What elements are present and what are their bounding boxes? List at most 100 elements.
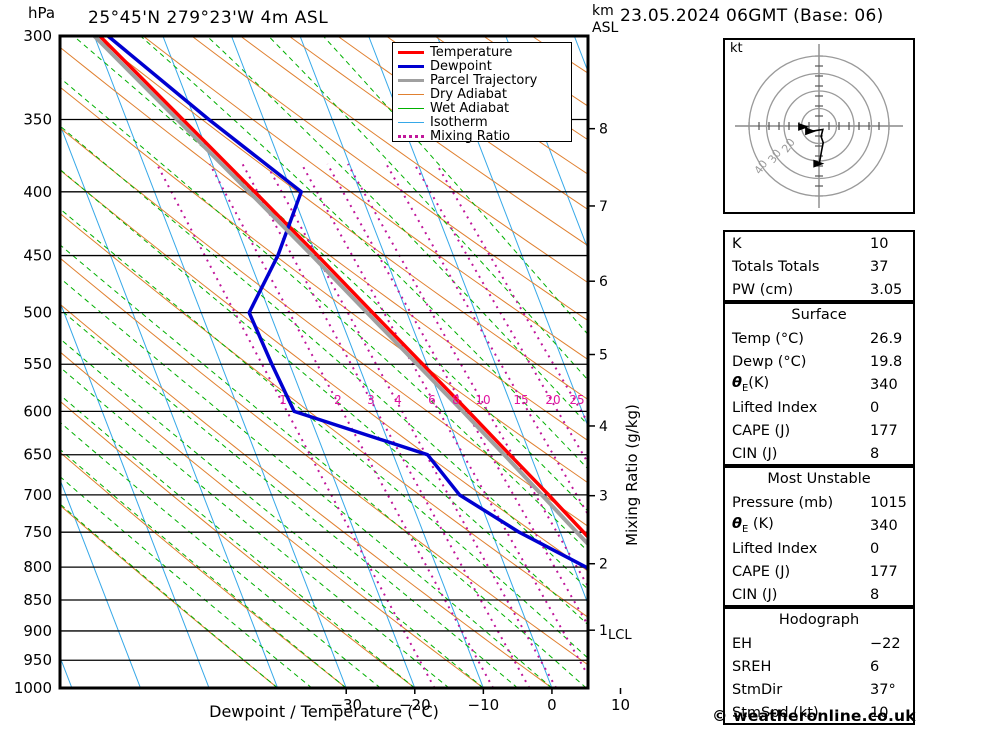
mixing-ratio-value-label: 15: [513, 393, 528, 407]
stat-value: 37: [870, 258, 889, 275]
stat-value: 0: [870, 540, 880, 557]
stat-value: 10: [870, 704, 889, 721]
panel-heading: Surface: [791, 307, 847, 323]
pressure-tick-label: 550: [23, 355, 52, 373]
station-title: 25°45'N 279°23'W 4m ASL: [88, 8, 329, 28]
skewt-diagram: −30−20−10010203040 300350400450500550600…: [14, 27, 641, 721]
legend-box: Temperature Dewpoint Parcel Trajectory Dry …: [392, 42, 572, 143]
stat-row: StmDir 37°: [725, 678, 913, 701]
height-tick-label: 7: [599, 199, 608, 215]
pressure-unit-label: hPa: [28, 4, 56, 22]
height-tick-label: 6: [599, 274, 608, 290]
legend-swatch: [398, 121, 424, 123]
stat-label: Temp (°C): [732, 330, 804, 347]
stat-label: θE (K): [732, 516, 774, 535]
legend-item: Isotherm: [396, 115, 568, 129]
legend-swatch: [398, 107, 424, 109]
mixing-ratio-labels: 1 2 3 4 6 8 10 15 20 25: [279, 393, 584, 407]
legend-item: Temperature: [396, 45, 568, 59]
stat-row: CAPE (J) 177: [725, 560, 913, 583]
pressure-tick-label: 1000: [14, 679, 52, 697]
legend-item: Dry Adiabat: [396, 87, 568, 101]
x-tick-label: 10: [611, 696, 630, 714]
legend-item: Dewpoint: [396, 59, 568, 73]
height-asl-label: ASL: [592, 20, 619, 36]
pressure-axis-labels: 300 350 400 450 500 550 600 650 700 750 800 850 900 9…: [14, 27, 52, 697]
height-tick-label: 8: [599, 122, 608, 138]
pressure-tick-label: 350: [23, 110, 52, 128]
x-axis-ticks: −30−20−10010203040: [330, 688, 630, 714]
stat-value: 6: [870, 658, 880, 675]
stat-row: Lifted Index 0: [725, 396, 913, 419]
x-axis-title: Dewpoint / Temperature (°C): [209, 702, 439, 721]
legend-item: Mixing Ratio: [396, 129, 568, 143]
mixing-ratio-axis-title: Mixing Ratio (g/kg): [623, 404, 641, 546]
stat-label: Dewp (°C): [732, 353, 807, 370]
stat-row: EH −22: [725, 632, 913, 655]
stat-row: Dewp (°C) 19.8: [725, 350, 913, 373]
curve-parcel-trajectory: [92, 36, 588, 547]
legend-label: Wet Adiabat: [430, 100, 510, 116]
stat-label: CIN (J): [732, 445, 778, 462]
mixing-ratio-value-label: 25: [569, 393, 584, 407]
mixing-ratio-value-label: 1: [279, 393, 287, 407]
legend-label: Mixing Ratio: [430, 128, 511, 144]
plot-frame: [58, 34, 590, 690]
pressure-tick-label: 700: [23, 486, 52, 504]
height-unit-label: km: [592, 3, 614, 19]
lcl-label: LCL: [608, 628, 632, 643]
height-tick-label: 5: [599, 348, 608, 364]
x-tick-label: −30: [330, 696, 362, 714]
legend-swatch: [398, 78, 424, 82]
pressure-tick-label: 600: [23, 402, 52, 420]
stat-value: −22: [870, 635, 901, 652]
stat-label: PW (cm): [732, 281, 794, 298]
stat-value: 8: [870, 586, 880, 603]
hodograph-unit-label: kt: [730, 41, 743, 56]
pressure-tick-label: 850: [23, 591, 52, 609]
stat-row: K 10: [725, 232, 913, 255]
x-tick-label: −10: [468, 696, 500, 714]
stat-value: 26.9: [870, 330, 903, 347]
stat-label: CAPE (J): [732, 563, 791, 580]
stat-label: K: [732, 235, 742, 252]
pressure-tick-label: 450: [23, 247, 52, 265]
stat-label: Pressure (mb): [732, 494, 834, 511]
panel-indices: K 10 Totals Totals 37 PW (cm) 3.05: [723, 230, 915, 302]
legend-item: Parcel Trajectory: [396, 73, 568, 87]
x-tick-label: −20: [399, 696, 431, 714]
pressure-tick-label: 400: [23, 183, 52, 201]
legend-label: Isotherm: [430, 114, 488, 130]
legend-swatch: [398, 134, 424, 138]
stat-row: CAPE (J) 177: [725, 419, 913, 442]
stat-label: θE(K): [732, 375, 770, 394]
legend-swatch: [398, 93, 424, 95]
stat-label: CAPE (J): [732, 422, 791, 439]
stat-label: StmDir: [732, 681, 783, 698]
height-tick-label: 1: [599, 623, 608, 639]
sounding-curves: [92, 36, 588, 572]
stat-row: Totals Totals 37: [725, 255, 913, 278]
stat-value: 1015: [870, 494, 907, 511]
mixing-ratio-value-label: 10: [475, 393, 490, 407]
mixing-ratio-value-label: 3: [367, 393, 375, 407]
copyright-credit: © weatheronline.co.uk: [712, 707, 916, 725]
stat-value: 8: [870, 445, 880, 462]
panel-heading: Most Unstable: [767, 471, 871, 487]
mixing-ratio-value-label: 2: [334, 393, 342, 407]
pressure-tick-label: 900: [23, 622, 52, 640]
legend-label: Dewpoint: [430, 58, 492, 74]
hodograph-box: 20 30 40: [723, 38, 915, 214]
stat-row: θE (K) 340: [725, 514, 913, 537]
stat-row: θE(K) 340: [725, 373, 913, 396]
legend-swatch: [398, 50, 424, 54]
mixing-ratio-value-label: 8: [452, 393, 460, 407]
stat-row: Pressure (mb) 1015: [725, 491, 913, 514]
stat-row: SREH 6: [725, 655, 913, 678]
stat-label: EH: [732, 635, 753, 652]
x-tick-label: 0: [547, 696, 557, 714]
stat-row: Lifted Index 0: [725, 537, 913, 560]
stat-row: PW (cm) 3.05: [725, 278, 913, 301]
mixing-ratio-value-label: 4: [394, 393, 402, 407]
stat-row: StmSpd (kt) 10: [725, 701, 913, 724]
